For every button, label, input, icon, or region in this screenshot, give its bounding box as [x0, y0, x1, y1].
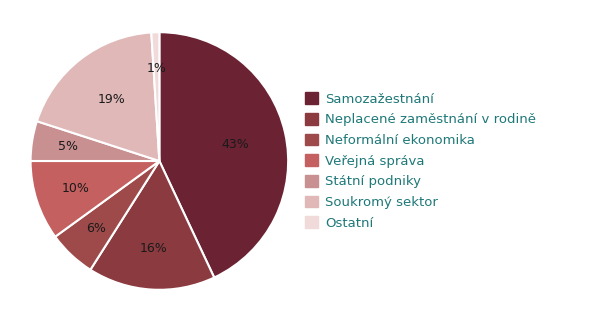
- Wedge shape: [55, 161, 159, 270]
- Text: 43%: 43%: [221, 137, 249, 151]
- Wedge shape: [159, 32, 288, 278]
- Wedge shape: [31, 121, 159, 161]
- Wedge shape: [90, 161, 214, 290]
- Text: 16%: 16%: [140, 242, 168, 255]
- Text: 10%: 10%: [62, 182, 90, 194]
- Wedge shape: [37, 33, 159, 161]
- Wedge shape: [31, 161, 159, 237]
- Text: 1%: 1%: [147, 62, 166, 75]
- Text: 6%: 6%: [86, 222, 106, 235]
- Wedge shape: [151, 32, 159, 161]
- Legend: Samozažestnání, Neplacené zaměstnání v rodině, Neformální ekonomika, Veřejná spr: Samozažestnání, Neplacené zaměstnání v r…: [301, 88, 540, 234]
- Text: 5%: 5%: [58, 140, 78, 153]
- Text: 19%: 19%: [98, 93, 126, 107]
